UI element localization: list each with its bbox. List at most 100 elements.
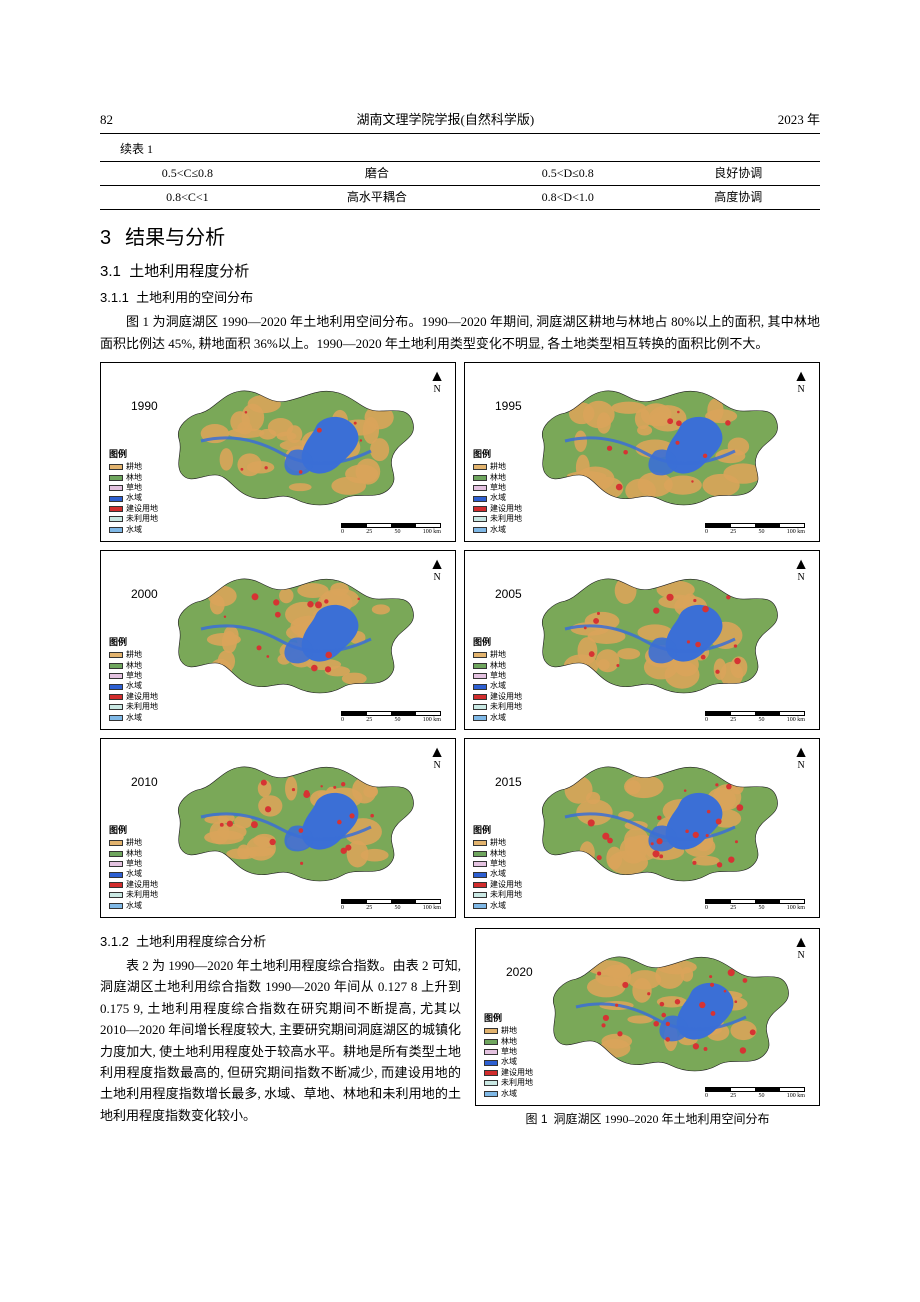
legend-item: 建设用地 [473,880,522,890]
legend-item: 耕地 [109,838,158,848]
legend-item: 水域 [109,901,158,911]
subsub-title: 土地利用程度综合分析 [136,934,266,949]
legend-item: 草地 [109,859,158,869]
north-arrow-icon: ▲N [793,745,809,771]
north-arrow-icon: ▲N [429,369,445,395]
bottom-map-col: ▲N 2020 图例耕地林地草地水域建设用地未利用地水域 02550100 km… [475,928,820,1129]
subsub-num: 3.1.2 [100,934,129,949]
map-year-label: 2005 [495,585,522,604]
cell: 0.5<C≤0.8 [100,161,275,185]
legend-item: 耕地 [109,650,158,660]
table-continued-caption: 续表 1 [120,140,820,159]
legend-item: 水域 [109,493,158,503]
map-shape-icon [171,381,416,509]
subsubsection-3-1-1-heading: 3.1.1 土地利用的空间分布 [100,288,820,309]
legend-item: 水域 [484,1057,533,1067]
legend-item: 未利用地 [473,514,522,524]
map-shape-icon [171,757,416,885]
legend-item: 林地 [473,473,522,483]
legend-item: 林地 [109,473,158,483]
bottom-text-col: 3.1.2 土地利用程度综合分析 表 2 为 1990—2020 年土地利用程度… [100,928,461,1129]
legend-item: 耕地 [109,462,158,472]
para-3-1-2: 表 2 为 1990—2020 年土地利用程度综合指数。由表 2 可知, 洞庭湖… [100,955,461,1127]
legend-item: 耕地 [484,1026,533,1036]
legend-item: 水域 [109,525,158,535]
map-panel-2010: ▲N 2010 图例耕地林地草地水域建设用地未利用地水域 02550100 km [100,738,456,918]
legend-item: 耕地 [473,462,522,472]
legend-item: 未利用地 [109,890,158,900]
map-panel-2020: ▲N 2020 图例耕地林地草地水域建设用地未利用地水域 02550100 km [475,928,820,1106]
legend-item: 建设用地 [109,504,158,514]
subsec-num: 3.1 [100,263,121,280]
page-header: 82 湖南文理学院学报(自然科学版) 2023 年 [100,110,820,134]
legend-item: 水域 [109,713,158,723]
table-row: 0.5<C≤0.8 磨合 0.5<D≤0.8 良好协调 [100,161,820,185]
north-arrow-icon: ▲N [793,557,809,583]
legend-item: 林地 [473,849,522,859]
map-legend: 图例耕地林地草地水域建设用地未利用地水域 [473,637,522,723]
section-title: 结果与分析 [125,227,225,249]
section-3-heading: 3结果与分析 [100,222,820,254]
subsec-title: 土地利用程度分析 [129,263,249,280]
legend-item: 水域 [473,681,522,691]
map-legend: 图例耕地林地草地水域建设用地未利用地水域 [484,1013,533,1099]
continued-table-1: 0.5<C≤0.8 磨合 0.5<D≤0.8 良好协调 0.8<C<1 高水平耦… [100,161,820,210]
legend-item: 草地 [109,483,158,493]
legend-item: 草地 [473,483,522,493]
map-shape-icon [535,381,780,509]
map-legend: 图例耕地林地草地水域建设用地未利用地水域 [473,825,522,911]
legend-item: 未利用地 [473,702,522,712]
legend-item: 林地 [109,849,158,859]
map-shape-icon [535,757,780,885]
legend-item: 未利用地 [484,1078,533,1088]
north-arrow-icon: ▲N [793,369,809,395]
map-legend: 图例耕地林地草地水域建设用地未利用地水域 [109,637,158,723]
legend-item: 水域 [484,1089,533,1099]
legend-item: 水域 [473,525,522,535]
cell: 磨合 [275,161,479,185]
legend-item: 林地 [109,661,158,671]
legend-item: 草地 [473,671,522,681]
scalebar: 02550100 km [705,711,805,721]
year-label: 2023 年 [778,110,820,131]
legend-item: 建设用地 [484,1068,533,1078]
legend-item: 水域 [473,493,522,503]
legend-item: 耕地 [473,650,522,660]
legend-item: 水域 [473,869,522,879]
cell: 0.8<C<1 [100,186,275,210]
map-legend: 图例耕地林地草地水域建设用地未利用地水域 [473,449,522,535]
legend-item: 建设用地 [473,692,522,702]
page-number: 82 [100,110,113,131]
north-arrow-icon: ▲N [429,557,445,583]
scalebar: 02550100 km [341,523,441,533]
scalebar: 02550100 km [341,711,441,721]
legend-item: 建设用地 [473,504,522,514]
legend-item: 未利用地 [109,702,158,712]
legend-item: 草地 [473,859,522,869]
legend-item: 建设用地 [109,692,158,702]
map-panel-1995: ▲N 1995 图例耕地林地草地水域建设用地未利用地水域 02550100 km [464,362,820,542]
para-3-1-1: 图 1 为洞庭湖区 1990—2020 年土地利用空间分布。1990—2020 … [100,311,820,354]
legend-item: 草地 [484,1047,533,1057]
map-shape-icon [546,947,791,1075]
legend-item: 耕地 [473,838,522,848]
scalebar: 02550100 km [341,899,441,909]
legend-item: 水域 [109,869,158,879]
cell: 0.5<D≤0.8 [479,161,657,185]
cell: 0.8<D<1.0 [479,186,657,210]
cell: 良好协调 [657,161,820,185]
map-year-label: 2000 [131,585,158,604]
figure-1-caption: 图 1洞庭湖区 1990–2020 年土地利用空间分布 [475,1110,820,1129]
fig-caption-text: 洞庭湖区 1990–2020 年土地利用空间分布 [554,1112,770,1126]
journal-title: 湖南文理学院学报(自然科学版) [357,110,535,131]
legend-item: 草地 [109,671,158,681]
map-year-label: 1995 [495,397,522,416]
subsubsection-3-1-2-heading: 3.1.2 土地利用程度综合分析 [100,932,461,953]
cell: 高度协调 [657,186,820,210]
legend-item: 未利用地 [109,514,158,524]
north-arrow-icon: ▲N [793,935,809,961]
map-panel-2005: ▲N 2005 图例耕地林地草地水域建设用地未利用地水域 02550100 km [464,550,820,730]
scalebar: 02550100 km [705,899,805,909]
legend-item: 建设用地 [109,880,158,890]
map-shape-icon [535,569,780,697]
